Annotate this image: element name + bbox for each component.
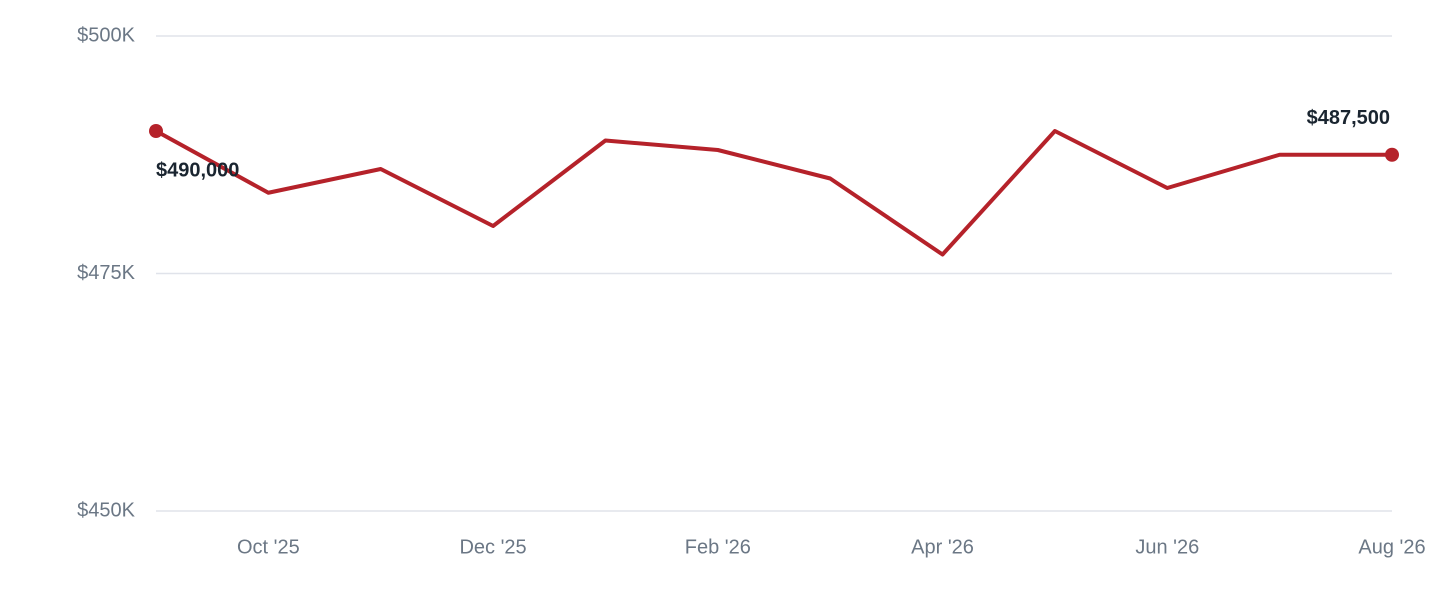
x-tick-label: Oct '25 <box>237 536 300 558</box>
x-tick-label: Feb '26 <box>685 536 751 558</box>
point-marker <box>1385 147 1399 162</box>
line <box>155 129 1392 257</box>
x-tick-label: Jun '26 <box>1135 536 1199 558</box>
y-tick-label: $450K <box>77 499 135 521</box>
point-marker <box>149 124 163 138</box>
y-tick-label: $500K <box>77 24 135 46</box>
x-tick-label: Aug '26 <box>1358 536 1425 558</box>
data-label: $490,000 <box>156 159 239 181</box>
y-tick-label: $475K <box>77 262 135 284</box>
data-label: $487,500 <box>1307 107 1390 129</box>
x-tick-label: Apr '26 <box>911 536 974 558</box>
x-tick-label: Dec '25 <box>459 536 526 558</box>
